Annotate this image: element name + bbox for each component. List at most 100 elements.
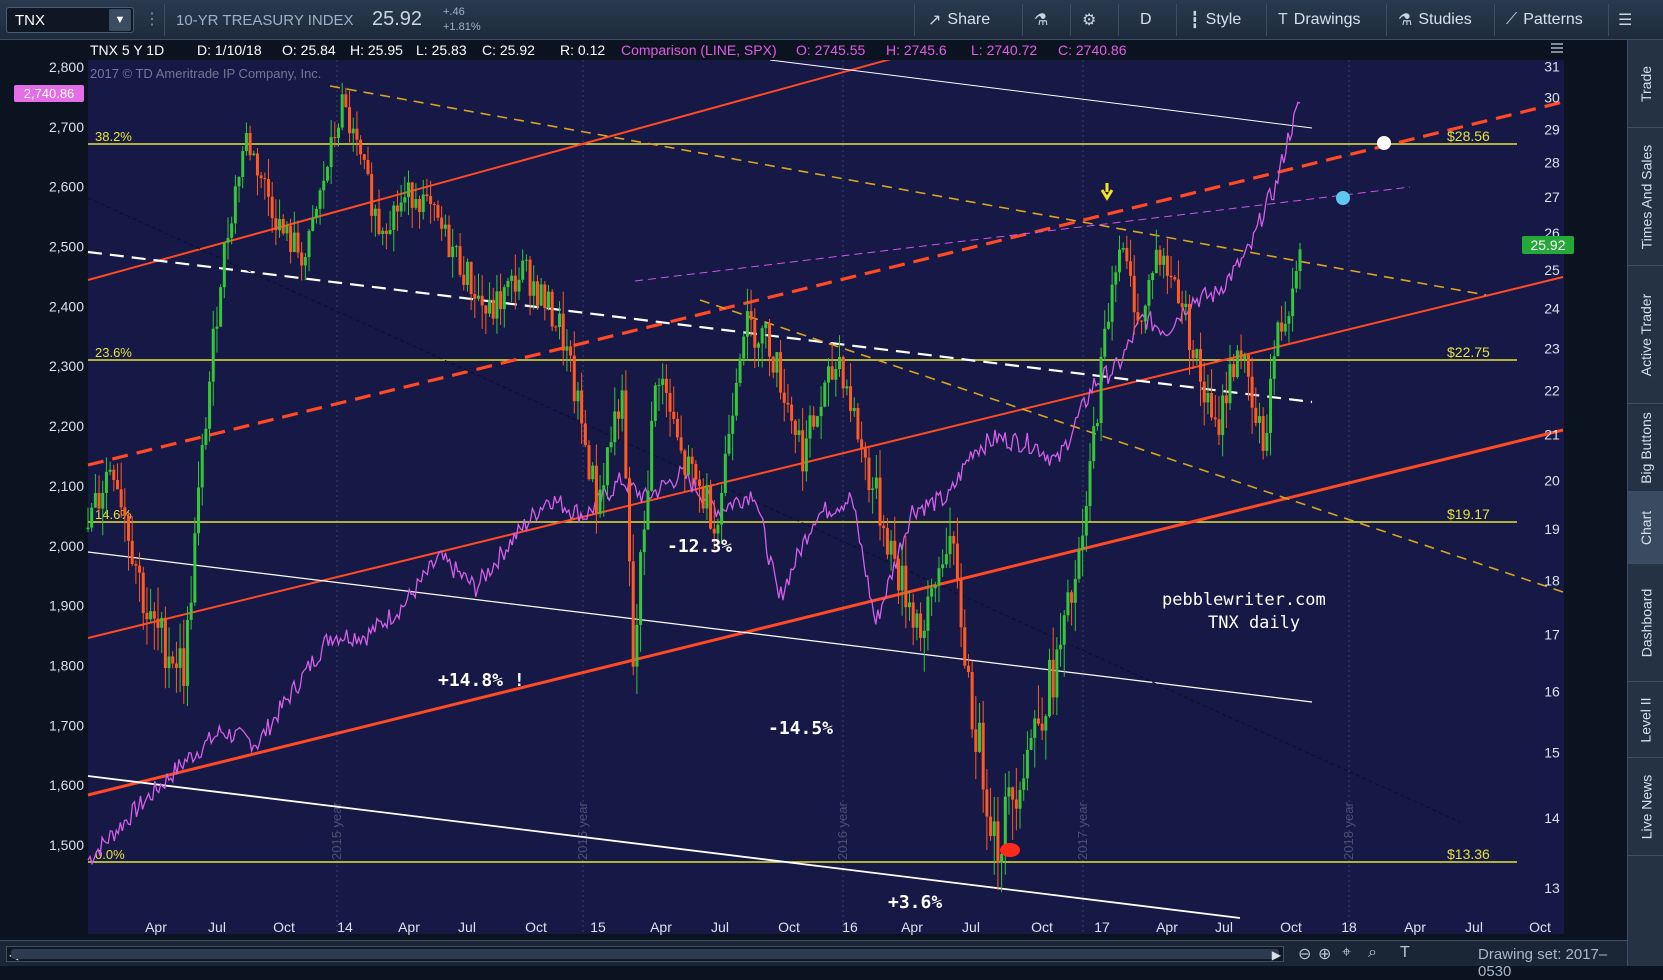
time-scrollbar[interactable]: ◀ ▶ [6,946,1284,962]
studies-button[interactable]: ⚗ Studies [1398,8,1472,32]
tnx-candle-body [823,382,827,407]
price-chart[interactable]: 2015 year 2016 year 2016 year 2017 year 2018… [0,40,1627,940]
symbol-dropdown-icon[interactable]: ▼ [109,9,131,31]
x-axis-tick-label: Jul [1215,919,1233,935]
tnx-candle-body [565,346,569,351]
toolbar-divider [1386,4,1387,36]
tnx-candle-body [163,617,167,669]
scroll-right-icon[interactable]: ▶ [1271,948,1281,962]
text-tool-icon[interactable]: T [1400,944,1410,961]
tnx-candle-body [830,366,834,380]
index-description: 10-YR TREASURY INDEX [176,12,354,29]
tnx-candle-body [215,326,219,329]
drawings-button[interactable]: T Drawings [1278,8,1360,32]
header-comp-open: O: 2745.55 [796,42,865,58]
tnx-candle-body [1187,303,1191,350]
tnx-candle-body [720,492,724,525]
tnx-candle-body [742,336,746,359]
tnx-candle-body [1272,356,1276,379]
tnx-candle-body [981,722,985,790]
tnx-candle-body [591,465,595,480]
tnx-candle-body [1129,261,1133,276]
tnx-candle-body [1073,578,1077,603]
symbol-input[interactable]: TNX [15,11,45,29]
tnx-candle-body [955,543,959,580]
fib-price-label: $22.75 [1447,344,1490,360]
tnx-candle-body [908,602,912,608]
tnx-candle-body [377,208,381,234]
tnx-candle-body [1047,659,1051,717]
year-marker-label: 2016 year [575,802,590,860]
spx-last-value: 2,740.86 [24,86,75,101]
tnx-candle-body [1280,322,1284,332]
right-axis-tick-label: 29 [1544,122,1560,138]
tnx-candle-body [532,281,536,296]
right-axis-tick-label: 23 [1544,341,1560,357]
side-tab-live-news[interactable]: Live News [1628,758,1663,856]
scroll-thumb[interactable] [11,949,1279,959]
side-tab-level-ii[interactable]: Level II [1628,682,1663,758]
settings-button[interactable]: ⚙ [1082,8,1096,32]
period-button[interactable]: D [1140,8,1152,32]
side-tab-dashboard[interactable]: Dashboard [1628,564,1663,682]
flask-icon: ⚗ [1034,12,1049,29]
side-tab-active-trader[interactable]: Active Trader [1628,266,1663,404]
patterns-button[interactable]: ⟋ Patterns [1506,8,1583,32]
tnx-candle-body [1154,249,1158,273]
tnx-candle-body [838,356,842,370]
link-grip-icon[interactable]: ⋮ [144,11,160,28]
tnx-candle-body [1298,249,1302,272]
tnx-candle-body [432,204,436,206]
tnx-candle-body [885,528,889,555]
tnx-candle-body [779,352,783,393]
tnx-candle-body [255,153,259,176]
tnx-candle-body [447,224,451,258]
tnx-candle-body [1176,279,1180,304]
tnx-candle-body [753,319,757,348]
tnx-candle-body [130,540,134,565]
tnx-candle-body [723,453,727,493]
tnx-candle-body [219,287,223,327]
tnx-candle-body [535,281,539,306]
tnx-candle-body [252,153,256,156]
tnx-candle-body [646,490,650,530]
tnx-candle-body [462,274,466,285]
header-high: H: 25.95 [350,42,403,58]
overlay-layer: -12.3% +14.8% ! -14.5% +3.6% pebblewriter.co… [438,136,1391,913]
fib-price-label: $13.36 [1447,846,1490,862]
right-axis-tick-label: 13 [1544,880,1560,896]
tnx-candle-body [1103,328,1107,357]
tnx-candle-body [944,554,948,565]
menu-button[interactable]: ☰ [1618,8,1632,32]
zoom-out-icon[interactable]: ⊖ [1298,946,1312,963]
side-tab-times-and-sales[interactable]: Times And Sales [1628,128,1663,266]
side-tab-big-buttons[interactable]: Big Buttons [1628,404,1663,492]
magnifier-icon[interactable]: ⌕ [1368,944,1377,961]
tnx-candle-body [889,540,893,555]
tnx-candle-body [1033,718,1037,738]
tnx-candle-body [989,816,993,836]
tnx-candle-body [1228,364,1232,404]
zoom-in-icon[interactable]: ⊕ [1318,946,1332,963]
tnx-candle-body [359,139,363,155]
symbol-selector[interactable]: TNX ▼ [6,7,134,33]
tnx-candle-body [583,423,587,446]
right-axis-tick-label: 28 [1544,155,1560,171]
toolbar-divider [1022,4,1023,36]
share-button[interactable]: ↗ Share [928,8,990,32]
tnx-candle-body [546,291,550,308]
change-percent: +1.81% [443,21,481,33]
tnx-candle-body [642,529,646,553]
crosshair-icon[interactable]: ⌖ [1342,944,1352,961]
side-tab-trade[interactable]: Trade [1628,40,1663,128]
tnx-candle-body [948,535,952,555]
right-axis-tick-label: 17 [1544,626,1560,642]
flask-button[interactable]: ⚗ [1034,8,1048,32]
header-bar [0,40,1627,60]
tnx-candle-body [1092,426,1096,462]
tnx-candle-body [491,299,495,319]
side-tab-chart[interactable]: Chart [1628,492,1663,564]
tnx-candle-body [263,178,267,180]
style-button[interactable]: ┇ Style [1190,8,1241,32]
expand-chart-icon[interactable] [1551,43,1563,53]
